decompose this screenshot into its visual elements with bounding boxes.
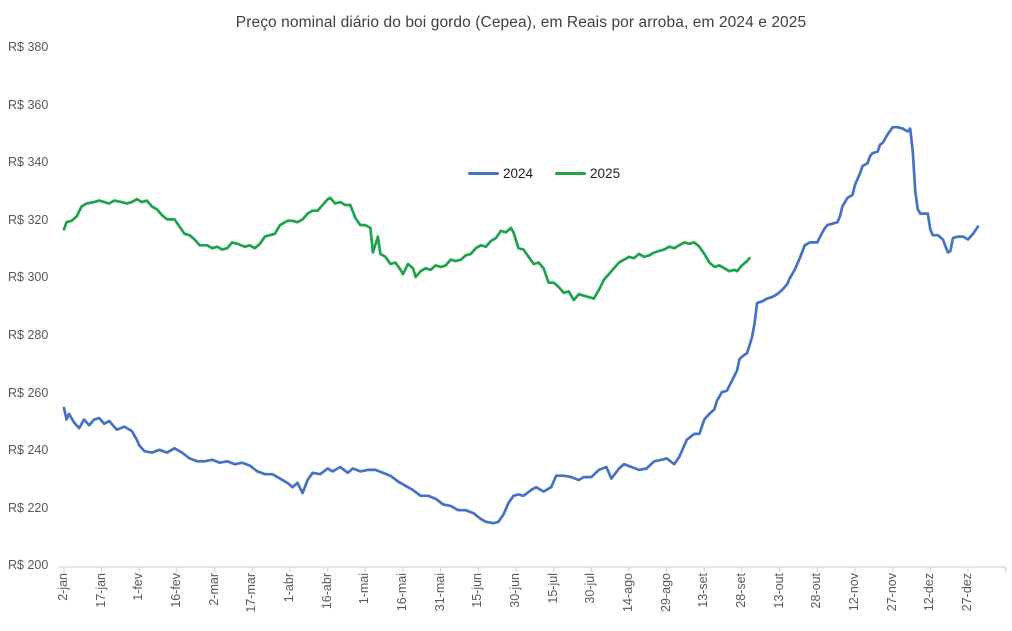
x-axis-label: 27-dez xyxy=(959,573,974,612)
y-axis-label: R$ 360 xyxy=(8,97,49,112)
legend-line-2025-swatch xyxy=(555,172,587,175)
legend-label-2024: 2024 xyxy=(503,166,534,181)
x-axis-label: 17-mar xyxy=(244,573,259,613)
x-axis-label: 15-jul xyxy=(545,573,560,604)
x-axis-label: 12-dez xyxy=(922,573,937,612)
series-line-2024[interactable] xyxy=(62,125,980,525)
x-axis-label: 29-ago xyxy=(658,573,673,612)
x-axis-label: 30-jun xyxy=(507,573,522,608)
y-axis-label: R$ 340 xyxy=(8,155,49,170)
y-axis-label: R$ 380 xyxy=(8,40,49,54)
legend-label-2025: 2025 xyxy=(590,166,621,181)
x-axis-label: 16-abr xyxy=(319,573,334,610)
y-axis-label: R$ 300 xyxy=(8,270,49,285)
legend-item-2025[interactable]: 2025 xyxy=(555,166,620,181)
x-axis-label: 15-jun xyxy=(470,573,485,608)
y-axis-label: R$ 260 xyxy=(8,385,49,400)
y-axis-label: R$ 240 xyxy=(8,443,49,458)
x-axis-label: 27-nov xyxy=(884,573,899,612)
x-axis-label: 16-mai xyxy=(394,573,409,612)
x-axis-label: 13-out xyxy=(771,573,786,609)
x-axis-label: 13-set xyxy=(696,573,711,608)
x-axis-label: 30-jul xyxy=(583,573,598,604)
x-axis-label: 12-nov xyxy=(846,573,861,612)
y-axis-label: R$ 320 xyxy=(8,212,49,227)
x-axis-label: 31-mai xyxy=(432,573,447,612)
x-axis-label: 28-set xyxy=(733,573,748,608)
x-axis-label: 17-jan xyxy=(93,573,108,608)
chart-legend: 2024 2025 xyxy=(468,166,620,181)
x-axis-label: 1-mai xyxy=(357,573,372,605)
legend-line-2024-swatch xyxy=(468,172,499,175)
legend-item-2024[interactable]: 2024 xyxy=(468,166,533,181)
x-axis-label: 28-out xyxy=(809,573,824,609)
x-axis-label: 16-fev xyxy=(168,573,183,608)
x-axis-label: 2-jan xyxy=(56,573,70,601)
y-axis-label: R$ 200 xyxy=(8,558,49,573)
y-axis-label: R$ 220 xyxy=(8,500,49,515)
x-axis-label: 1-abr xyxy=(281,573,296,603)
series-line-2025[interactable] xyxy=(62,196,751,302)
chart-title: Preço nominal diário do boi gordo (Cepea… xyxy=(235,14,807,31)
x-axis-label: 2-mar xyxy=(206,573,221,606)
y-axis-label: R$ 280 xyxy=(8,328,49,342)
x-axis-label: 1-fev xyxy=(131,573,146,601)
x-axis-label: 14-ago xyxy=(620,573,635,612)
